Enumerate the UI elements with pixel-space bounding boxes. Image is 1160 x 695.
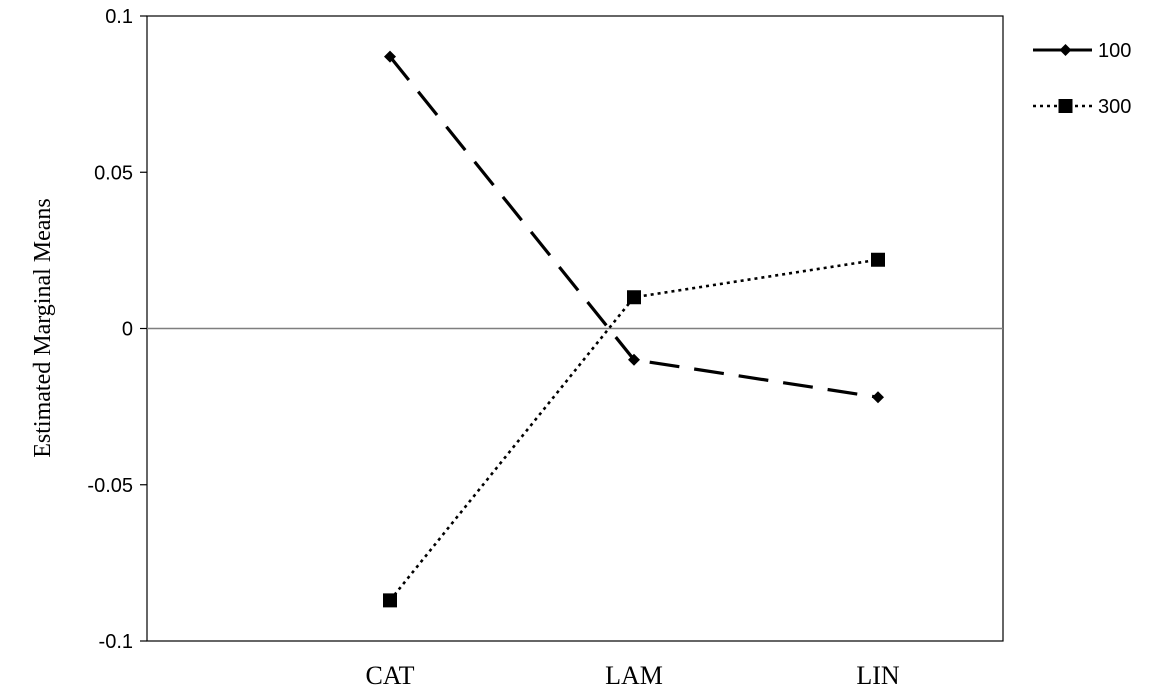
legend-label: 300 bbox=[1098, 96, 1131, 118]
series-300 bbox=[383, 252, 885, 608]
y-tick-label: 0.1 bbox=[105, 6, 133, 28]
y-tick-label: 0.05 bbox=[94, 162, 133, 184]
data-point-marker bbox=[383, 593, 397, 608]
legend: 100 300 bbox=[1033, 40, 1131, 118]
x-axis-labels: CAT LAM LIN bbox=[365, 661, 899, 690]
data-point-marker bbox=[627, 290, 641, 305]
y-tick-label: -0.05 bbox=[87, 475, 133, 497]
y-tick-label: -0.1 bbox=[99, 631, 133, 653]
series-100 bbox=[384, 50, 884, 404]
y-axis-title: Estimated Marginal Means bbox=[30, 198, 56, 458]
y-tick-label: 0 bbox=[122, 319, 133, 341]
x-tick-label: LAM bbox=[605, 661, 663, 690]
x-tick-label: CAT bbox=[365, 661, 414, 690]
series-line-300 bbox=[388, 258, 879, 602]
legend-marker bbox=[1059, 44, 1072, 56]
x-tick-label: LIN bbox=[856, 661, 900, 690]
series-line-100 bbox=[388, 55, 879, 399]
legend-label: 100 bbox=[1098, 40, 1131, 62]
data-point-marker bbox=[872, 391, 884, 404]
data-point-marker bbox=[384, 50, 396, 63]
data-point-marker bbox=[871, 252, 885, 267]
legend-marker bbox=[1058, 99, 1073, 113]
data-point-marker bbox=[628, 353, 640, 366]
y-axis-ticks: 0.1 0.05 0 -0.05 -0.1 bbox=[87, 6, 147, 653]
series-layer bbox=[383, 50, 885, 608]
